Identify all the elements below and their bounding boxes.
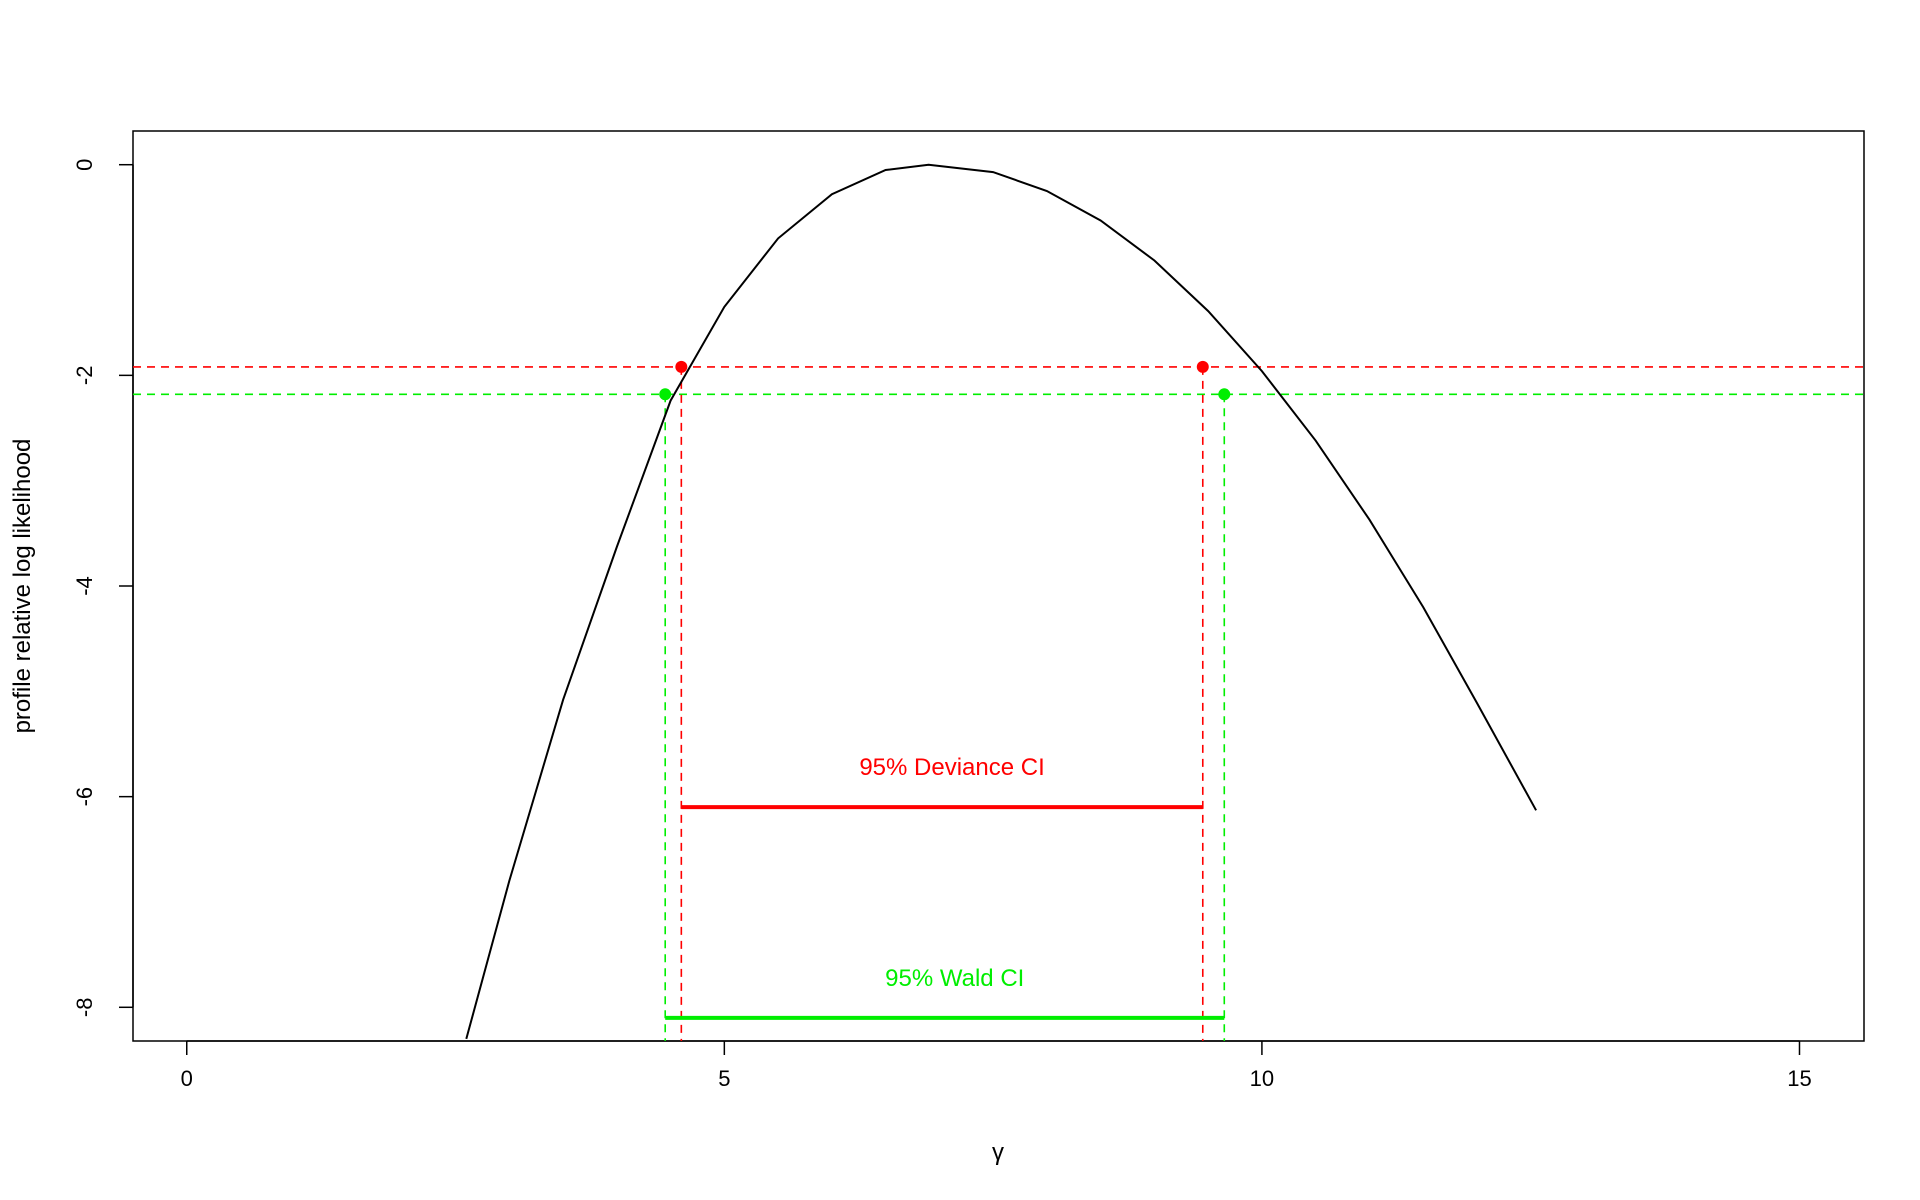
y-tick-label: -8 xyxy=(72,998,97,1018)
y-tick-label: 0 xyxy=(72,159,97,171)
x-tick-label: 15 xyxy=(1787,1066,1811,1091)
ci-guide-lines xyxy=(133,366,1864,1041)
y-axis: 0 -2 -4 -6 -8 xyxy=(72,159,134,1018)
wald-lower-point xyxy=(659,388,672,401)
deviance-upper-point xyxy=(1196,360,1209,373)
y-tick-label: -4 xyxy=(72,576,97,596)
y-axis-label: profile relative log likelihood xyxy=(9,439,36,734)
y-tick-label: -2 xyxy=(72,366,97,386)
x-axis: 0 5 10 15 xyxy=(181,1040,1812,1091)
likelihood-curve xyxy=(465,163,1537,1040)
deviance-ci-label: 95% Deviance CI xyxy=(859,754,1044,781)
ci-points xyxy=(659,360,1231,401)
x-tick-label: 10 xyxy=(1250,1066,1274,1091)
plot-frame xyxy=(132,130,1865,1042)
deviance-lower-point xyxy=(675,360,688,373)
x-axis-label: γ xyxy=(992,1139,1004,1166)
x-tick-label: 5 xyxy=(718,1066,730,1091)
wald-ci-label: 95% Wald CI xyxy=(885,965,1024,992)
ci-bars xyxy=(665,805,1225,1020)
y-tick-label: -6 xyxy=(72,787,97,807)
wald-upper-point xyxy=(1218,388,1231,401)
x-tick-label: 0 xyxy=(181,1066,193,1091)
